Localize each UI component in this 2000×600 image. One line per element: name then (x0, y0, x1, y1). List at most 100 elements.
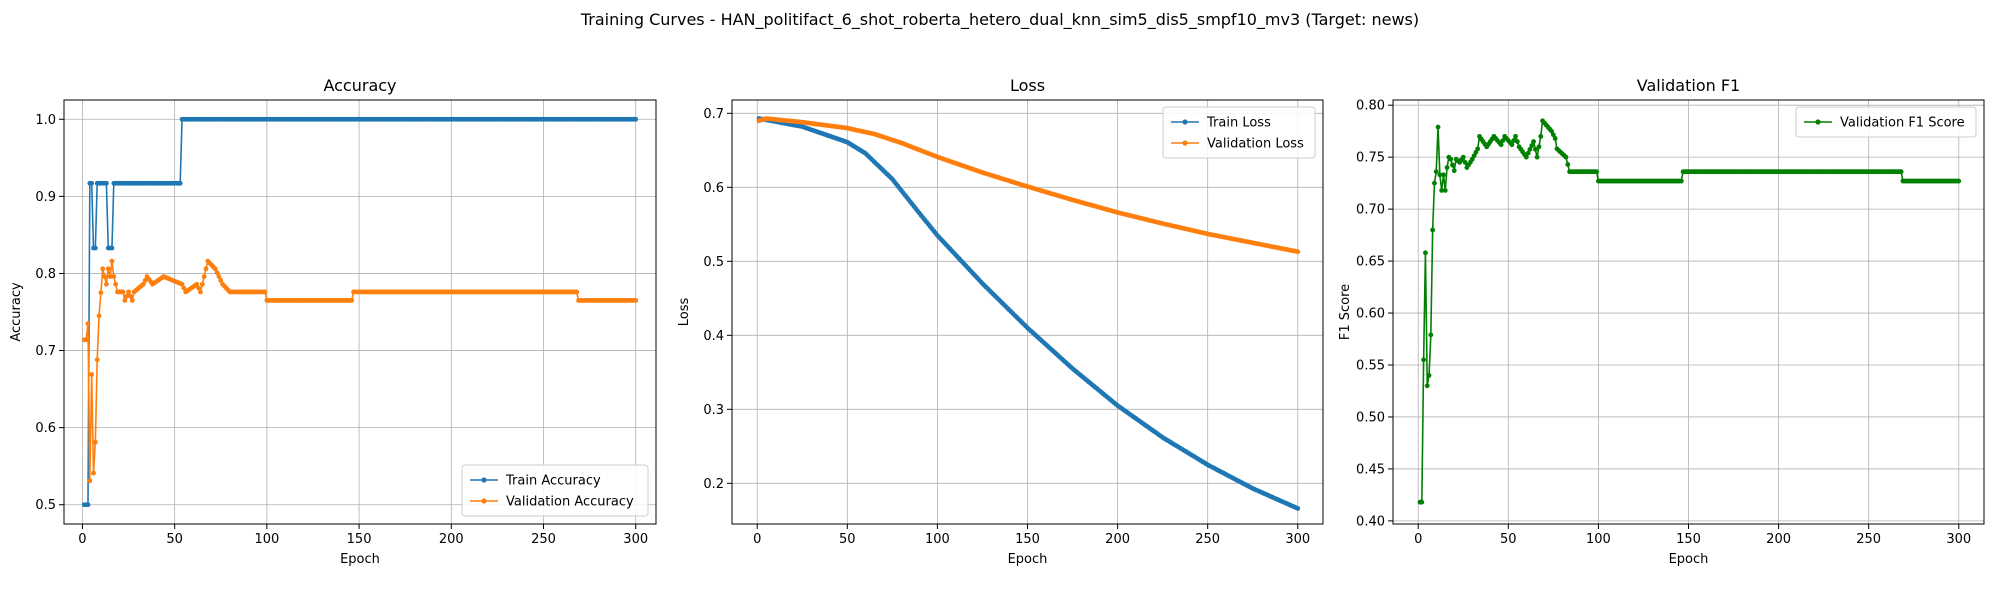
validation-f1-score-point (1956, 178, 1962, 184)
y-tick-label: 0.75 (1356, 151, 1385, 166)
legend-box (1162, 106, 1316, 159)
validation-accuracy-point (633, 298, 639, 303)
validation-f1-score-point (1430, 227, 1436, 233)
x-tick-label: 250 (531, 532, 556, 547)
x-axis-label: Epoch (340, 552, 380, 567)
validation-f1-score-point (1898, 169, 1904, 175)
validation-f1-score-point (1498, 142, 1504, 148)
validation-f1-score-point (1439, 188, 1445, 193)
validation-f1-score-point (1527, 146, 1533, 152)
validation-f1-score-point (1426, 372, 1432, 378)
validation-f1-score-point (1423, 250, 1428, 256)
validation-accuracy-point (92, 439, 98, 445)
validation-f1-score-point (1532, 146, 1538, 152)
validation-accuracy-point (214, 270, 220, 276)
y-tick-label: 0.7 (703, 107, 724, 122)
validation-f1-score-point (1450, 162, 1455, 168)
x-tick-label: 100 (925, 532, 950, 547)
validation-f1-score-point (1511, 138, 1517, 143)
legend: Train Loss Validation Loss (1162, 106, 1316, 159)
validation-f1-score-point (1442, 188, 1448, 193)
train-accuracy-series (81, 116, 639, 508)
x-tick-label: 300 (623, 532, 648, 547)
train-accuracy-point (109, 245, 115, 251)
validation-f1-score-point (1435, 124, 1441, 130)
validation-accuracy-point (89, 372, 95, 377)
validation-accuracy-point (194, 281, 200, 287)
x-tick-label: 0 (1414, 532, 1422, 547)
validation-accuracy-legend-marker (481, 498, 487, 504)
train-accuracy-legend-marker (481, 477, 487, 483)
x-tick-label: 0 (753, 532, 761, 547)
validation-loss-legend-marker (1182, 140, 1188, 146)
train-accuracy-line (84, 118, 636, 506)
validation-accuracy-point (109, 258, 115, 264)
validation-f1-score-point (1475, 146, 1481, 152)
validation-accuracy-point (107, 274, 113, 279)
validation-f1-score-point (1552, 136, 1558, 141)
x-axis-label: Epoch (1669, 552, 1709, 567)
x-tick-label: 150 (347, 532, 372, 547)
figure-title: Training Curves - HAN_politifact_6_shot_… (580, 10, 1420, 29)
validation-accuracy-point (574, 289, 580, 295)
y-tick-label: 0.65 (1356, 255, 1385, 270)
validation-accuracy-point (85, 321, 91, 326)
x-tick-label: 200 (439, 532, 464, 547)
validation-f1-score-point (1424, 383, 1430, 389)
validation-f1-score-line (1420, 119, 1959, 503)
validation-accuracy-point (179, 281, 185, 287)
validation-accuracy-point (201, 274, 207, 279)
validation-accuracy-point (102, 274, 107, 279)
validation-f1-score-point (1462, 159, 1468, 165)
train-accuracy-point (177, 180, 183, 186)
train-accuracy-point (633, 116, 639, 122)
loss-chart: 0 50 100 150 200 250 300 0.2 0.3 0.4 0.5 0.6 0.7 Loss… (677, 76, 1324, 567)
train-accuracy-point (104, 180, 109, 186)
validation-accuracy-point (120, 289, 126, 295)
y-tick-label: 0.60 (1356, 307, 1385, 322)
validation-f1-chart: 0 50 100 150 200 250 300 0.40 0.45 0.50 0.55 0.60 0.… (1338, 76, 1985, 567)
legend-label: Validation Loss (1207, 137, 1304, 152)
validation-accuracy-point (91, 470, 96, 476)
validation-f1-score-point (1525, 150, 1531, 156)
train-loss-line (758, 117, 1299, 510)
validation-accuracy-point (203, 266, 209, 272)
validation-accuracy-point (129, 298, 135, 303)
validation-accuracy-point (83, 337, 89, 343)
y-tick-label: 0.70 (1356, 203, 1385, 218)
validation-accuracy-point (198, 289, 203, 295)
validation-accuracy-point (111, 274, 117, 279)
validation-accuracy-point (181, 285, 187, 291)
legend-box (1795, 106, 1977, 138)
validation-f1-score-point (1471, 153, 1477, 159)
y-tick-label: 0.4 (703, 329, 724, 344)
validation-f1-score-point (1565, 162, 1571, 167)
validation-accuracy-point (96, 313, 102, 319)
validation-f1-score-point (1549, 128, 1554, 134)
validation-f1-score-point (1451, 168, 1457, 174)
y-tick-label: 0.45 (1356, 462, 1385, 477)
validation-f1-score-point (1433, 169, 1439, 175)
validation-f1-score-point (1441, 172, 1446, 178)
legend-label: Train Loss (1206, 116, 1271, 131)
validation-loss-point (1295, 249, 1301, 255)
validation-f1-score-point (1594, 169, 1600, 175)
validation-f1-score-series (1417, 118, 1962, 505)
validation-f1-score-point (1509, 142, 1515, 148)
train-loss-series (756, 116, 1301, 511)
x-axis-label: Epoch (1008, 552, 1048, 567)
validation-f1-score-legend-marker (1815, 119, 1821, 125)
validation-accuracy-point (218, 277, 224, 283)
y-axis-label: F1 Score (1338, 284, 1353, 340)
legend: Train Accuracy Validation Accuracy (461, 464, 649, 517)
validation-f1-score-point (1550, 132, 1556, 138)
train-loss-legend-marker (1182, 119, 1188, 125)
y-tick-label: 0.3 (703, 403, 724, 418)
chart-title: Accuracy (323, 76, 396, 95)
validation-accuracy-point (87, 478, 93, 484)
y-tick-label: 0.8 (35, 267, 56, 282)
train-loss-point (1295, 506, 1301, 511)
accuracy-chart: 0 50 100 150 200 250 300 0.5 0.6 0.7 0.8 0.9 1.0 Accu… (9, 76, 657, 567)
validation-accuracy-point (349, 298, 355, 303)
train-accuracy-point (89, 180, 95, 186)
